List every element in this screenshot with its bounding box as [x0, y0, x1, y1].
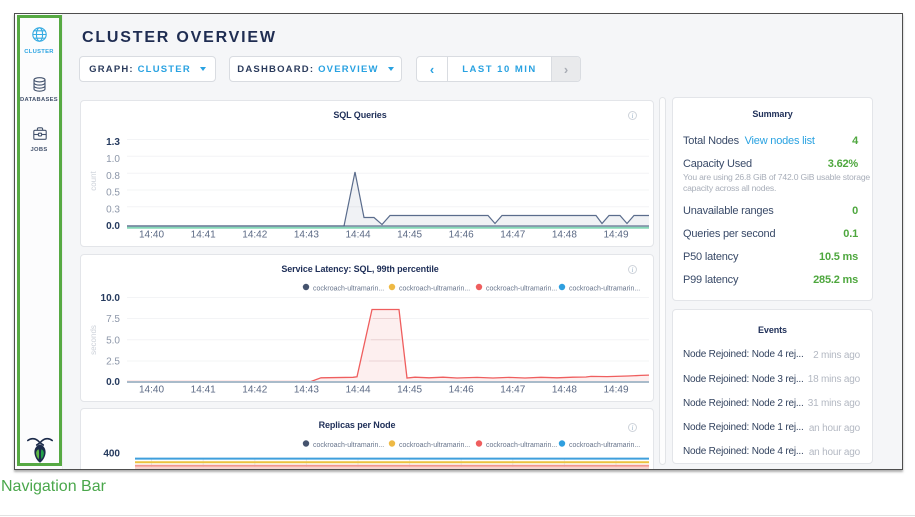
svg-text:14:41: 14:41 — [191, 230, 216, 241]
svg-text:14:40: 14:40 — [139, 230, 164, 241]
svg-text:cockroach-ultramarin...: cockroach-ultramarin... — [313, 442, 384, 449]
svg-text:0.8: 0.8 — [106, 171, 120, 182]
svg-text:14:45: 14:45 — [397, 385, 422, 396]
svg-text:count: count — [89, 170, 98, 190]
svg-text:cockroach-ultramarin...: cockroach-ultramarin... — [569, 442, 640, 449]
svg-text:14:43: 14:43 — [294, 230, 319, 241]
svg-text:14:49: 14:49 — [603, 385, 628, 396]
svg-text:cockroach-ultramarin...: cockroach-ultramarin... — [486, 442, 557, 449]
svg-text:14:47: 14:47 — [500, 385, 525, 396]
svg-text:cockroach-ultramarin...: cockroach-ultramarin... — [399, 442, 470, 449]
svg-text:14:44: 14:44 — [345, 385, 370, 396]
svg-text:cockroach-ultramarin...: cockroach-ultramarin... — [399, 286, 470, 293]
svg-text:14:40: 14:40 — [139, 385, 164, 396]
svg-text:14:42: 14:42 — [242, 385, 267, 396]
svg-text:14:42: 14:42 — [242, 230, 267, 241]
svg-text:14:47: 14:47 — [500, 230, 525, 241]
svg-text:14:43: 14:43 — [294, 385, 319, 396]
svg-text:0.5: 0.5 — [106, 188, 120, 199]
svg-text:cockroach-ultramarin...: cockroach-ultramarin... — [486, 286, 557, 293]
svg-text:14:41: 14:41 — [191, 385, 216, 396]
svg-text:14:49: 14:49 — [603, 230, 628, 241]
svg-text:14:48: 14:48 — [552, 385, 577, 396]
svg-text:seconds: seconds — [89, 325, 98, 355]
svg-text:0.0: 0.0 — [106, 221, 120, 232]
svg-text:14:46: 14:46 — [449, 230, 474, 241]
svg-text:2.5: 2.5 — [106, 357, 120, 368]
svg-text:0.0: 0.0 — [106, 377, 120, 388]
svg-text:400: 400 — [103, 449, 120, 460]
svg-text:10.0: 10.0 — [101, 293, 121, 304]
svg-text:14:45: 14:45 — [397, 230, 422, 241]
svg-text:14:48: 14:48 — [552, 230, 577, 241]
svg-text:0.3: 0.3 — [106, 205, 120, 216]
svg-text:cockroach-ultramarin...: cockroach-ultramarin... — [313, 286, 384, 293]
svg-text:14:44: 14:44 — [345, 230, 370, 241]
svg-text:1.0: 1.0 — [106, 154, 120, 165]
svg-text:1.3: 1.3 — [106, 137, 120, 148]
svg-text:14:46: 14:46 — [449, 385, 474, 396]
svg-text:7.5: 7.5 — [106, 314, 120, 325]
svg-text:5.0: 5.0 — [106, 335, 120, 346]
svg-text:cockroach-ultramarin...: cockroach-ultramarin... — [569, 286, 640, 293]
